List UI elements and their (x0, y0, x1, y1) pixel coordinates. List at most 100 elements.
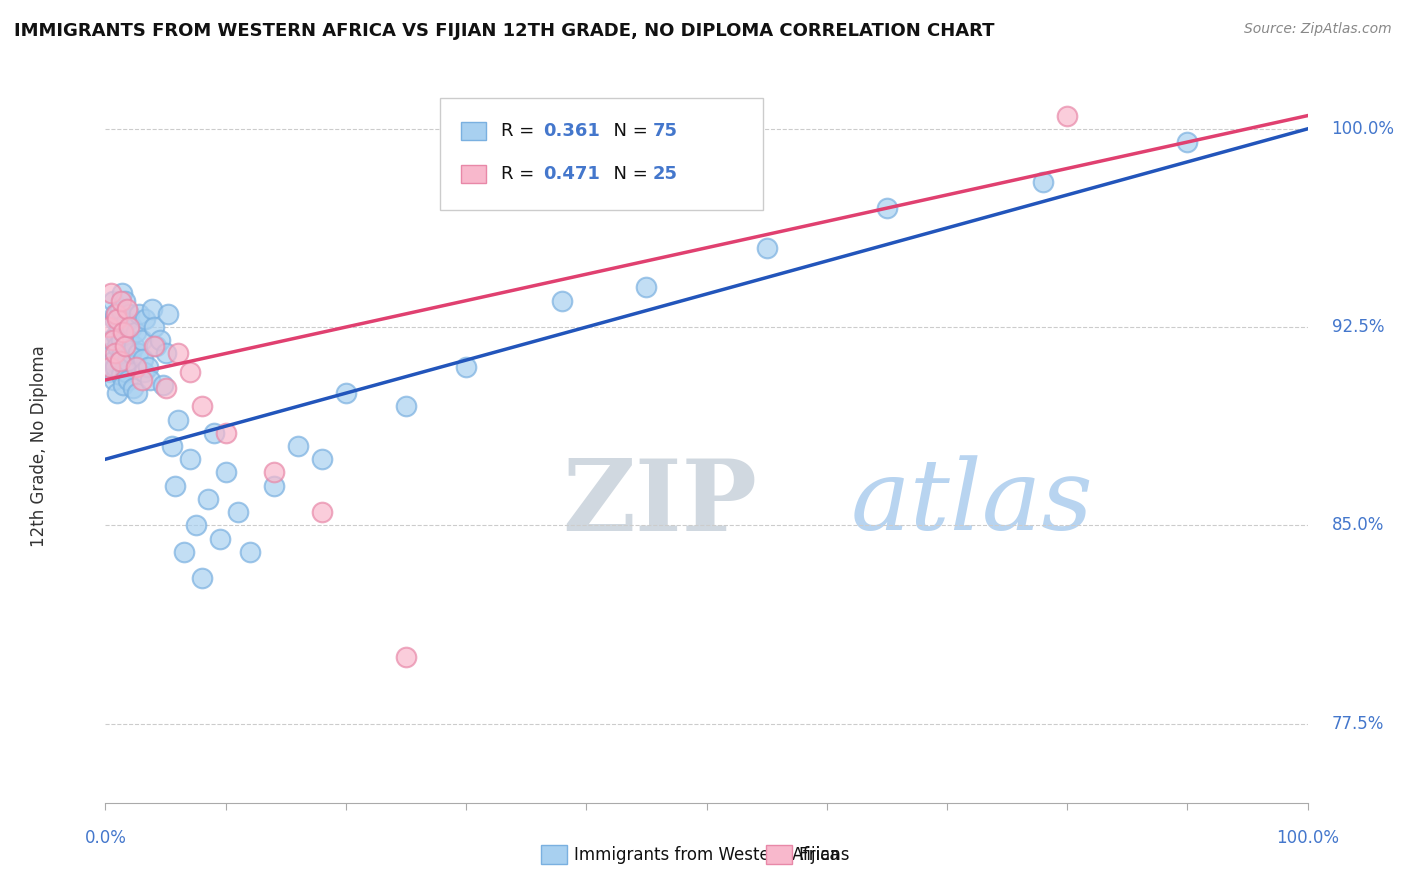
Point (107, 312, 129, 326)
Text: 25: 25 (652, 165, 678, 183)
Point (127, 346, 149, 360)
Point (112, 326, 135, 340)
Text: 100.0%: 100.0% (1277, 830, 1339, 847)
Point (108, 301, 131, 316)
Point (287, 439, 309, 453)
Point (115, 301, 138, 316)
Point (395, 400, 418, 414)
Point (108, 354, 131, 368)
Point (105, 307, 128, 321)
Point (311, 452, 333, 467)
Point (1032, 175, 1054, 189)
Point (115, 315, 138, 329)
Point (124, 359, 146, 374)
Point (104, 359, 127, 374)
Point (128, 307, 150, 321)
Point (214, 466, 236, 480)
Point (108, 351, 131, 366)
Point (395, 650, 418, 665)
Point (145, 338, 167, 352)
Point (226, 505, 249, 519)
Text: N =: N = (602, 122, 654, 140)
Point (166, 346, 188, 360)
Point (112, 378, 135, 392)
Point (197, 491, 219, 506)
Point (98, 320, 121, 334)
Text: 100.0%: 100.0% (1331, 120, 1395, 138)
Point (139, 373, 162, 387)
Text: Immigrants from Western Africa: Immigrants from Western Africa (574, 846, 839, 863)
Point (115, 365, 138, 379)
Point (125, 386, 148, 401)
Point (100, 333, 122, 347)
Point (132, 351, 155, 366)
Point (114, 338, 136, 352)
Point (184, 518, 207, 533)
Point (101, 293, 124, 308)
Point (166, 412, 188, 426)
Point (111, 346, 134, 360)
Text: 0.0%: 0.0% (84, 830, 127, 847)
Point (155, 381, 177, 395)
Point (142, 338, 165, 352)
Text: Source: ZipAtlas.com: Source: ZipAtlas.com (1244, 22, 1392, 37)
Point (120, 346, 142, 360)
Point (98, 365, 121, 379)
Point (105, 328, 128, 343)
Text: atlas: atlas (851, 456, 1094, 550)
Point (107, 338, 129, 352)
Point (118, 307, 141, 321)
Text: 0.471: 0.471 (543, 165, 599, 183)
Point (190, 571, 212, 585)
Point (115, 354, 138, 368)
Point (156, 307, 179, 321)
Text: 92.5%: 92.5% (1331, 318, 1384, 336)
Point (131, 373, 153, 387)
Point (454, 359, 477, 374)
Point (155, 346, 177, 360)
Point (160, 439, 183, 453)
Text: 77.5%: 77.5% (1331, 714, 1384, 732)
Point (107, 320, 129, 334)
Text: 75: 75 (652, 122, 678, 140)
Point (118, 320, 141, 334)
Text: ZIP: ZIP (562, 455, 758, 551)
Point (103, 312, 125, 326)
Text: Fijians: Fijians (799, 846, 851, 863)
Text: R =: R = (501, 165, 540, 183)
Point (107, 386, 129, 401)
Point (636, 280, 658, 294)
Point (239, 545, 262, 559)
Point (98, 346, 121, 360)
Point (335, 386, 357, 401)
Text: 85.0%: 85.0% (1331, 516, 1384, 534)
Point (165, 478, 187, 492)
Point (148, 333, 170, 347)
Point (190, 400, 212, 414)
Point (111, 285, 134, 300)
Point (124, 326, 146, 340)
Point (134, 312, 156, 326)
Point (101, 333, 124, 347)
Text: 0.361: 0.361 (543, 122, 599, 140)
Point (103, 373, 125, 387)
Text: 12th Grade, No Diploma: 12th Grade, No Diploma (31, 345, 48, 547)
Text: IMMIGRANTS FROM WESTERN AFRICA VS FIJIAN 12TH GRADE, NO DIPLOMA CORRELATION CHAR: IMMIGRANTS FROM WESTERN AFRICA VS FIJIAN… (14, 22, 994, 40)
Point (121, 320, 143, 334)
Point (114, 359, 136, 374)
Point (876, 201, 898, 215)
Point (136, 359, 159, 374)
Point (110, 368, 132, 382)
Point (179, 452, 201, 467)
Point (263, 466, 285, 480)
Point (110, 293, 132, 308)
Point (112, 326, 135, 340)
Point (142, 320, 165, 334)
Point (104, 307, 127, 321)
Point (1056, 109, 1078, 123)
Point (311, 505, 333, 519)
Point (208, 532, 231, 546)
Point (202, 425, 225, 440)
Point (101, 354, 124, 368)
Text: R =: R = (501, 122, 540, 140)
